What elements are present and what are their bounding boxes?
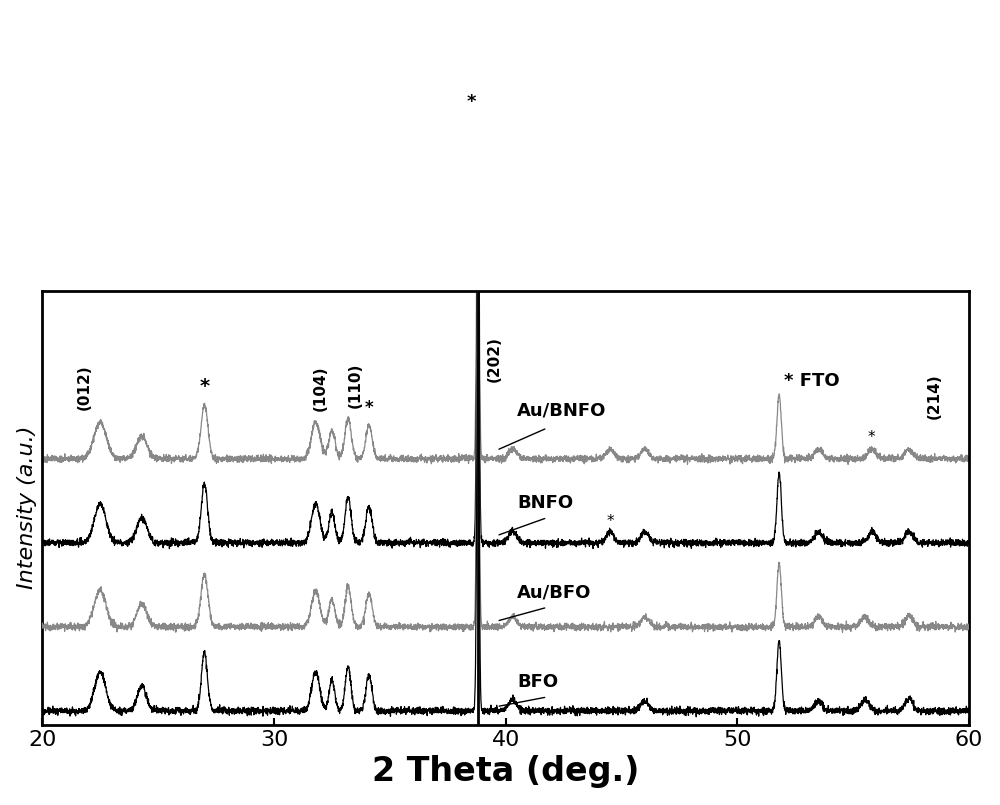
Text: Au/BFO: Au/BFO (517, 584, 592, 601)
Text: BFO: BFO (517, 673, 558, 691)
Text: Au/BNFO: Au/BNFO (517, 402, 607, 419)
Text: (110): (110) (348, 363, 363, 408)
Text: (104): (104) (313, 365, 328, 411)
Text: (012): (012) (76, 364, 91, 410)
Text: *: * (365, 398, 373, 417)
Text: (214): (214) (927, 374, 942, 419)
Y-axis label: Intensity (a.u.): Intensity (a.u.) (17, 426, 37, 589)
Text: * FTO: * FTO (784, 372, 839, 390)
Text: *: * (466, 93, 476, 111)
X-axis label: 2 Theta (deg.): 2 Theta (deg.) (372, 755, 639, 788)
Text: (202): (202) (487, 336, 502, 382)
Text: *: * (606, 514, 614, 529)
Text: *: * (868, 430, 876, 444)
Text: BNFO: BNFO (517, 494, 573, 512)
Text: *: * (199, 377, 209, 396)
